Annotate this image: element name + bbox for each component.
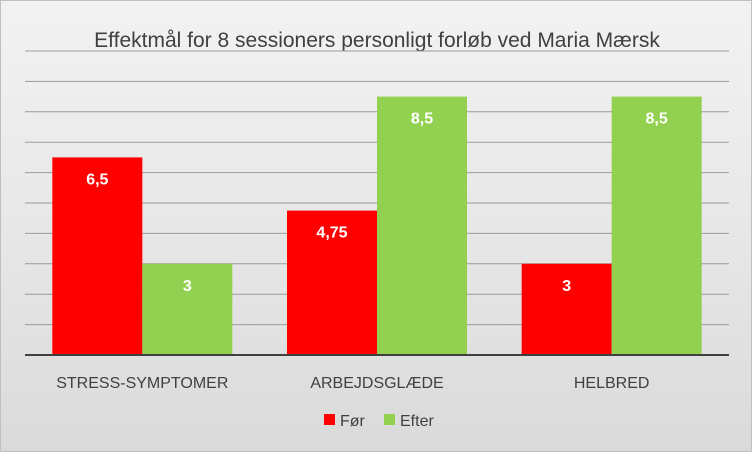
chart-title: Effektmål for 8 sessioners personligt fo… — [94, 29, 660, 52]
legend: Før Efter — [324, 413, 434, 430]
legend-label-series-2: Efter — [400, 413, 434, 430]
category-label-3: HELBRED — [574, 375, 650, 392]
bar-1-3 — [521, 263, 612, 355]
data-label-1-3: 3 — [562, 278, 571, 295]
bars — [52, 96, 702, 355]
legend-swatch-series-1 — [324, 414, 335, 425]
data-label-2-1: 3 — [183, 278, 192, 295]
data-label-1-1: 6,5 — [86, 171, 108, 188]
bar-2-2 — [377, 96, 467, 355]
data-labels: 6,5 3 4,75 8,5 3 8,5 — [86, 111, 668, 295]
category-label-1: STRESS-SYMPTOMER — [56, 375, 228, 392]
bar-1-2 — [287, 210, 377, 355]
category-label-2: ARBEJDSGLÆDE — [310, 375, 443, 392]
data-label-2-3: 8,5 — [646, 111, 668, 128]
category-labels: STRESS-SYMPTOMER ARBEJDSGLÆDE HELBRED — [56, 375, 649, 392]
bar-2-3 — [611, 96, 702, 355]
legend-label-series-1: Før — [340, 413, 366, 430]
bar-1-1 — [52, 157, 143, 355]
data-label-2-2: 8,5 — [411, 111, 433, 128]
data-label-1-2: 4,75 — [316, 225, 347, 242]
bar-2-1 — [142, 263, 233, 355]
legend-swatch-series-2 — [384, 414, 395, 425]
